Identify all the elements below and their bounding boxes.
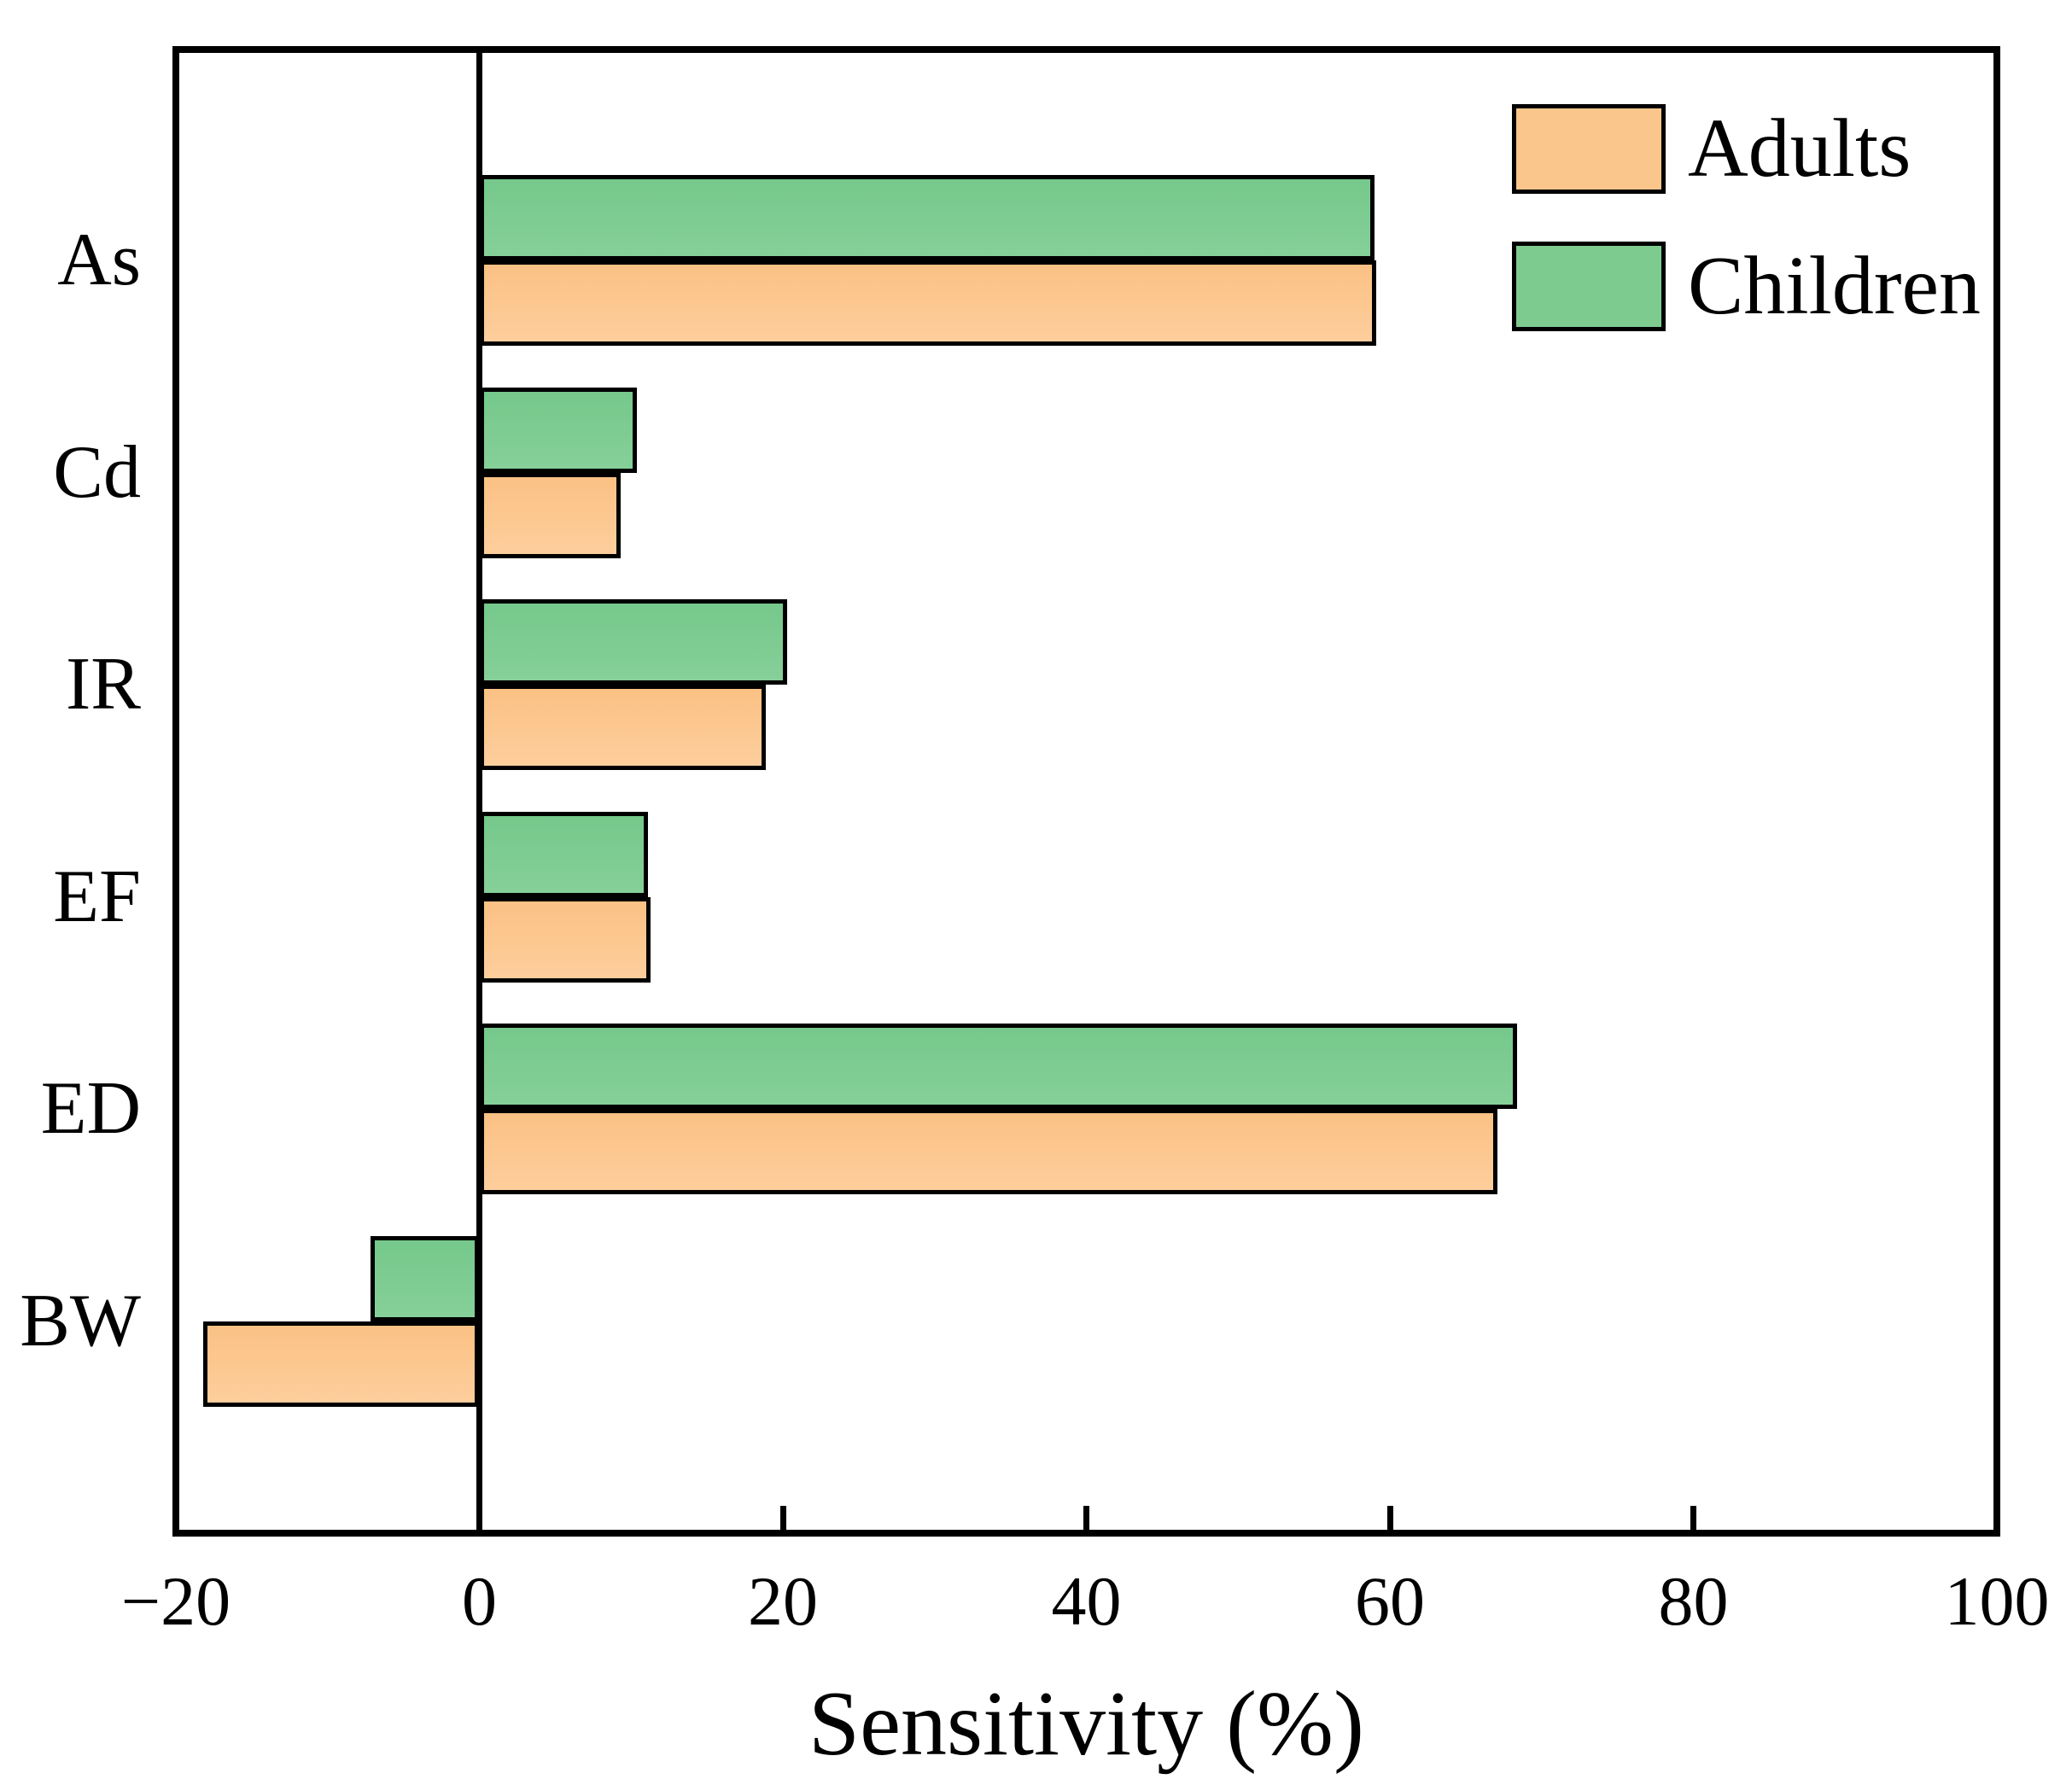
y-category-label-BW: BW bbox=[20, 1280, 141, 1362]
x-tick-label-100: 100 bbox=[1944, 1562, 2050, 1640]
bar-adults-EF bbox=[479, 896, 651, 983]
bar-adults-Cd bbox=[479, 472, 621, 558]
bar-adults-IR bbox=[479, 685, 767, 771]
bar-children-IR bbox=[479, 599, 788, 685]
x-tick-mark-80 bbox=[1690, 1506, 1696, 1533]
y-category-label-ED: ED bbox=[40, 1067, 141, 1151]
x-tick-label-40: 40 bbox=[1051, 1562, 1122, 1640]
legend-swatch-adults bbox=[1512, 104, 1666, 194]
y-category-label-IR: IR bbox=[66, 643, 141, 726]
x-tick-mark-40 bbox=[1083, 1506, 1089, 1533]
x-tick-label-0: 0 bbox=[462, 1562, 497, 1640]
legend-label-children: Children bbox=[1688, 240, 1981, 332]
legend-swatch-children bbox=[1512, 242, 1666, 331]
zero-axis-line bbox=[476, 50, 482, 1533]
bar-children-Cd bbox=[479, 387, 638, 473]
bar-children-EF bbox=[479, 811, 648, 897]
y-category-label-EF: EF bbox=[53, 855, 141, 938]
plot-area: Adults Children bbox=[176, 50, 1997, 1533]
legend-label-adults: Adults bbox=[1688, 102, 1911, 195]
bar-children-ED bbox=[479, 1024, 1518, 1110]
x-tick-label--20: −20 bbox=[120, 1562, 231, 1640]
legend-item-children: Children bbox=[1512, 242, 1981, 331]
y-category-label-As: As bbox=[57, 219, 141, 301]
bar-children-BW bbox=[370, 1236, 480, 1321]
x-tick-mark-60 bbox=[1386, 1506, 1393, 1533]
legend: Adults Children bbox=[1512, 104, 1981, 379]
bar-children-As bbox=[479, 175, 1375, 260]
x-tick-label-80: 80 bbox=[1658, 1562, 1729, 1640]
x-tick-label-20: 20 bbox=[748, 1562, 818, 1640]
bar-adults-As bbox=[479, 260, 1376, 346]
x-axis-title: Sensitivity (%) bbox=[808, 1673, 1364, 1775]
legend-item-adults: Adults bbox=[1512, 104, 1981, 194]
y-category-label-Cd: Cd bbox=[53, 430, 141, 514]
bar-adults-ED bbox=[479, 1109, 1498, 1195]
x-tick-label-60: 60 bbox=[1355, 1562, 1425, 1640]
plot-frame bbox=[172, 46, 2000, 1537]
x-tick-mark-20 bbox=[779, 1506, 786, 1533]
bar-adults-BW bbox=[202, 1321, 480, 1407]
